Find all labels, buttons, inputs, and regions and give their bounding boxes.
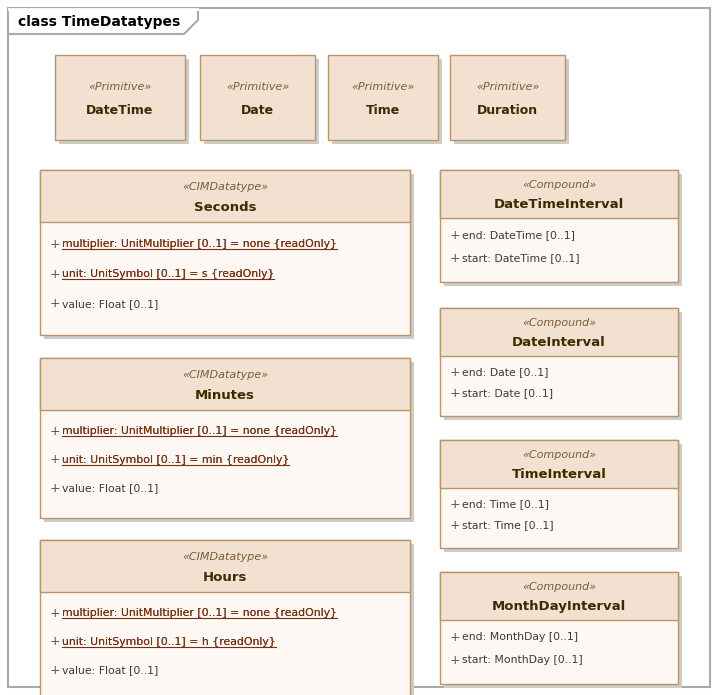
Text: «Compound»: «Compound»: [522, 582, 596, 592]
Bar: [40, 358, 410, 410]
Bar: [454, 59, 569, 144]
Text: value: Float [0..1]: value: Float [0..1]: [62, 665, 159, 675]
Text: +: +: [450, 387, 461, 400]
Text: «CIMDatatype»: «CIMDatatype»: [182, 181, 268, 192]
Bar: [55, 55, 185, 140]
Text: +: +: [50, 664, 60, 677]
Text: end: DateTime [0..1]: end: DateTime [0..1]: [462, 230, 575, 240]
Text: Minutes: Minutes: [195, 389, 255, 402]
Text: +: +: [450, 630, 461, 644]
Text: class TimeDatatypes: class TimeDatatypes: [18, 15, 180, 29]
Text: «Primitive»: «Primitive»: [88, 82, 151, 92]
Bar: [444, 444, 682, 552]
Text: +: +: [50, 268, 60, 281]
Bar: [40, 170, 410, 222]
Bar: [440, 572, 678, 684]
Text: DateInterval: DateInterval: [512, 336, 606, 349]
Text: unit: UnitSymbol [0..1] = min {readOnly}: unit: UnitSymbol [0..1] = min {readOnly}: [62, 455, 289, 465]
Text: Date: Date: [241, 104, 274, 117]
Text: DateTimeInterval: DateTimeInterval: [494, 198, 624, 211]
Text: +: +: [50, 453, 60, 466]
Bar: [40, 540, 410, 592]
Text: value: Float [0..1]: value: Float [0..1]: [62, 483, 159, 493]
Text: unit: UnitSymbol [0..1] = min {readOnly}: unit: UnitSymbol [0..1] = min {readOnly}: [62, 455, 289, 465]
Text: TimeInterval: TimeInterval: [511, 468, 607, 481]
Text: end: Time [0..1]: end: Time [0..1]: [462, 499, 549, 509]
Bar: [440, 572, 678, 620]
Text: multiplier: UnitMultiplier [0..1] = none {readOnly}: multiplier: UnitMultiplier [0..1] = none…: [62, 608, 337, 619]
Text: +: +: [450, 366, 461, 379]
Text: «CIMDatatype»: «CIMDatatype»: [182, 370, 268, 379]
Bar: [450, 55, 565, 140]
Text: end: MonthDay [0..1]: end: MonthDay [0..1]: [462, 632, 578, 642]
Text: +: +: [50, 238, 60, 251]
Text: Seconds: Seconds: [194, 201, 256, 214]
Bar: [44, 544, 414, 695]
Text: MonthDayInterval: MonthDayInterval: [492, 600, 626, 613]
Text: unit: UnitSymbol [0..1] = h {readOnly}: unit: UnitSymbol [0..1] = h {readOnly}: [62, 637, 276, 647]
Text: +: +: [450, 519, 461, 532]
Text: «Primitive»: «Primitive»: [476, 82, 539, 92]
Text: unit: UnitSymbol [0..1] = h {readOnly}: unit: UnitSymbol [0..1] = h {readOnly}: [62, 637, 276, 647]
Text: «CIMDatatype»: «CIMDatatype»: [182, 552, 268, 562]
Text: +: +: [50, 635, 60, 648]
Text: multiplier: UnitMultiplier [0..1] = none {readOnly}: multiplier: UnitMultiplier [0..1] = none…: [62, 426, 337, 436]
Bar: [40, 540, 410, 695]
Text: +: +: [50, 297, 60, 310]
Text: end: Date [0..1]: end: Date [0..1]: [462, 367, 549, 377]
Text: multiplier: UnitMultiplier [0..1] = none {readOnly}: multiplier: UnitMultiplier [0..1] = none…: [62, 608, 337, 619]
Text: «Compound»: «Compound»: [522, 181, 596, 190]
Bar: [440, 308, 678, 356]
Text: «Compound»: «Compound»: [522, 318, 596, 328]
Text: start: Date [0..1]: start: Date [0..1]: [462, 389, 553, 398]
Text: +: +: [450, 498, 461, 511]
Text: multiplier: UnitMultiplier [0..1] = none {readOnly}: multiplier: UnitMultiplier [0..1] = none…: [62, 239, 337, 250]
Text: «Compound»: «Compound»: [522, 450, 596, 460]
Text: unit: UnitSymbol [0..1] = s {readOnly}: unit: UnitSymbol [0..1] = s {readOnly}: [62, 269, 274, 279]
Bar: [59, 59, 189, 144]
Bar: [40, 358, 410, 518]
Text: Duration: Duration: [477, 104, 538, 117]
Bar: [440, 170, 678, 282]
Text: value: Float [0..1]: value: Float [0..1]: [62, 299, 159, 309]
Bar: [444, 576, 682, 688]
Text: «Primitive»: «Primitive»: [351, 82, 414, 92]
Text: +: +: [50, 482, 60, 495]
Bar: [44, 362, 414, 522]
Bar: [44, 174, 414, 339]
Polygon shape: [8, 8, 198, 34]
Text: multiplier: UnitMultiplier [0..1] = none {readOnly}: multiplier: UnitMultiplier [0..1] = none…: [62, 426, 337, 436]
Bar: [444, 312, 682, 420]
Bar: [332, 59, 442, 144]
Text: +: +: [450, 252, 461, 265]
Text: DateTime: DateTime: [86, 104, 154, 117]
Text: +: +: [50, 607, 60, 620]
Text: +: +: [450, 653, 461, 667]
Text: start: DateTime [0..1]: start: DateTime [0..1]: [462, 253, 579, 263]
Bar: [444, 174, 682, 286]
Bar: [204, 59, 319, 144]
Text: Hours: Hours: [202, 571, 247, 584]
Bar: [328, 55, 438, 140]
Text: «Primitive»: «Primitive»: [226, 82, 289, 92]
Bar: [440, 440, 678, 488]
Text: unit: UnitSymbol [0..1] = s {readOnly}: unit: UnitSymbol [0..1] = s {readOnly}: [62, 269, 274, 279]
Bar: [200, 55, 315, 140]
Text: +: +: [50, 425, 60, 438]
Bar: [440, 170, 678, 218]
Text: +: +: [450, 229, 461, 242]
Bar: [440, 440, 678, 548]
Bar: [40, 170, 410, 335]
Text: Time: Time: [366, 104, 400, 117]
Text: multiplier: UnitMultiplier [0..1] = none {readOnly}: multiplier: UnitMultiplier [0..1] = none…: [62, 239, 337, 250]
Text: start: MonthDay [0..1]: start: MonthDay [0..1]: [462, 655, 583, 665]
Text: start: Time [0..1]: start: Time [0..1]: [462, 521, 554, 530]
Bar: [440, 308, 678, 416]
